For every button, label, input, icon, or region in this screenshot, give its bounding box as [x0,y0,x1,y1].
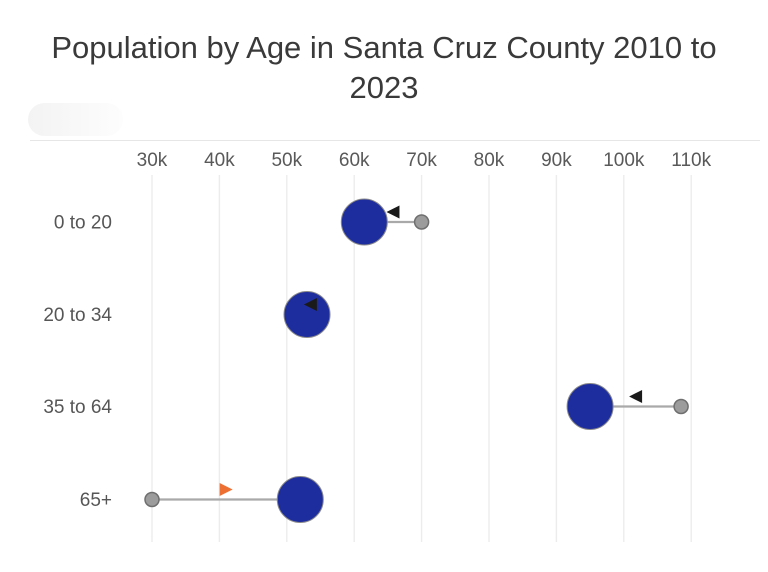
dot-2023 [276,476,324,523]
x-tick-label: 110k [671,150,711,171]
header-divider [30,140,760,141]
dot-2010 [413,214,430,230]
x-tick-label: 80k [474,150,505,171]
category-label: 35 to 64 [43,397,112,418]
chart-title: Population by Age in Santa Cruz County 2… [51,30,717,105]
dot-2023 [283,291,331,338]
category-label: 20 to 34 [43,305,112,326]
dot-2010 [144,491,160,508]
change-arrow-increase-icon [219,483,233,496]
x-tick-label: 70k [406,150,437,171]
change-arrow-decrease-icon [386,205,400,219]
x-tick-label: 100k [603,150,645,171]
x-tick-label: 40k [204,150,235,171]
x-tick-label: 30k [137,150,168,171]
dot-2023 [566,383,614,430]
category-label: 65+ [80,490,112,511]
dot-2023 [340,198,388,246]
dot-2010 [673,398,689,415]
x-tick-label: 50k [271,150,302,171]
category-label: 0 to 20 [54,213,112,234]
change-arrow-decrease-icon [629,390,643,403]
x-tick-label: 90k [541,150,572,171]
faded-legend-chip [28,103,123,136]
change-arrow-decrease-icon [303,298,317,311]
x-tick-label: 60k [339,150,370,171]
